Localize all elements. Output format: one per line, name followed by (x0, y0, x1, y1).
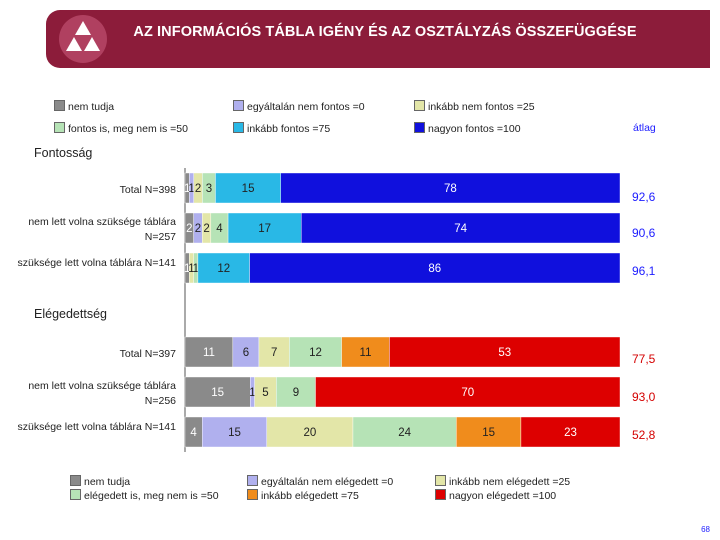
bar-label-1-0-5: 53 (498, 347, 511, 359)
bar-label-0-2-3: 1 (193, 263, 199, 275)
legend-swatch (247, 475, 258, 486)
bar-segment-1-0-5 (389, 336, 621, 368)
bar-label-0-0-3: 3 (206, 183, 212, 195)
bar-segment-0-2-4 (197, 252, 250, 284)
legend-top-nagyon-fontos: nagyon fontos =100 (414, 122, 521, 135)
bar-label-0-1-0: 2 (186, 223, 192, 235)
row-label-fontossag-total: Total N=398 (119, 184, 176, 196)
bar-label-1-0-2: 7 (271, 347, 277, 359)
legend-swatch (70, 475, 81, 486)
bar-segment-1-0-1 (232, 336, 260, 368)
bar-segment-1-2-2 (266, 416, 354, 448)
bar-label-1-0-1: 6 (243, 347, 249, 359)
bar-label-1-0-0: 11 (203, 347, 215, 359)
bar-segment-0-1-4 (227, 212, 302, 244)
legend-bottom-elegedett-is: elégedett is, meg nem is =50 (70, 489, 219, 502)
bar-segment-0-1-5 (301, 212, 621, 244)
bar-label-0-1-3: 4 (216, 223, 223, 235)
bar-label-0-0-1: 1 (188, 183, 194, 195)
legend-swatch (435, 489, 446, 500)
section-title-elegedettseg: Elégedettség (34, 307, 107, 321)
legend-swatch (54, 100, 65, 111)
legend-swatch (414, 100, 425, 111)
legend-swatch (54, 122, 65, 133)
bar-label-0-0-5: 78 (444, 183, 457, 195)
row-label-elegedettseg-total: Total N=397 (119, 348, 176, 360)
row-label-elegedettseg-szukseges: szüksége lett volna táblára N=141 (17, 421, 176, 433)
page-number: 68 (701, 525, 710, 534)
legend-swatch (414, 122, 425, 133)
average-column-label: átlag (633, 122, 656, 134)
bar-label-0-1-2: 2 (203, 223, 209, 235)
bar-label-0-2-4: 12 (217, 263, 230, 275)
legend-top-inkabb-nem: inkább nem fontos =25 (414, 100, 535, 113)
legend-bottom-nem-tudja: nem tudja (70, 475, 130, 488)
bar-label-0-1-1: 2 (195, 223, 201, 235)
legend-top-egyaltalan: egyáltalán nem fontos =0 (233, 100, 365, 113)
avg-elegedettseg-szukseges: 52,8 (632, 428, 656, 442)
bar-label-0-0-0: 1 (184, 183, 190, 195)
legend-top-inkabb-fontos: inkább fontos =75 (233, 122, 330, 135)
legend-swatch (70, 489, 81, 500)
bar-segment-0-2-5 (249, 252, 621, 284)
bar-label-1-1-0: 15 (211, 387, 224, 399)
legend-swatch (435, 475, 446, 486)
legend-bottom-nagyon-elegedett: nagyon elégedett =100 (435, 489, 556, 502)
legend-bottom-inkabb-elegedett: inkább elégedett =75 (247, 489, 359, 502)
bar-label-1-2-4: 15 (482, 427, 495, 439)
legend-swatch (233, 122, 244, 133)
bar-segment-1-0-2 (258, 336, 290, 368)
bar-segment-0-0-5 (280, 172, 621, 204)
bar-segment-1-2-5 (520, 416, 621, 448)
bar-label-0-2-0: 1 (184, 263, 190, 275)
title-banner (46, 10, 710, 68)
bar-label-0-1-4: 17 (258, 223, 271, 235)
bar-segment-1-2-3 (352, 416, 457, 448)
legend-top-nem-tudja: nem tudja (54, 100, 114, 113)
row-label-elegedettseg-nem-lett: nem lett volna szüksége táblára N=256 (28, 380, 176, 407)
legend-bottom-inkabb-nem: inkább nem elégedett =25 (435, 475, 570, 488)
bar-segment-1-0-0 (184, 336, 234, 368)
legend-swatch (247, 489, 258, 500)
bar-segment-1-1-3 (276, 376, 316, 408)
bar-label-1-1-2: 5 (262, 387, 268, 399)
bar-label-0-0-4: 15 (242, 183, 255, 195)
avg-fontossag-nem-lett: 90,6 (632, 226, 656, 240)
bar-label-0-1-5: 74 (454, 223, 467, 235)
row-label-fontossag-szukseges: szüksége lett volna táblára N=141 (17, 257, 176, 269)
avg-elegedettseg-nem-lett: 93,0 (632, 390, 656, 404)
bar-label-0-2-5: 86 (428, 263, 441, 275)
bar-label-1-1-5: 70 (461, 387, 474, 399)
bar-label-1-0-3: 12 (309, 347, 322, 359)
bar-segment-1-2-1 (202, 416, 268, 448)
bar-segment-1-0-3 (289, 336, 342, 368)
bar-label-0-0-2: 2 (195, 183, 201, 195)
avg-fontossag-szukseges: 96,1 (632, 264, 656, 278)
bar-segment-0-0-4 (215, 172, 281, 204)
bar-segment-1-1-5 (315, 376, 621, 408)
bar-label-0-2-2: 1 (188, 263, 194, 275)
bar-label-1-2-1: 15 (228, 427, 241, 439)
bar-label-1-2-2: 20 (304, 427, 317, 439)
bar-segment-1-1-0 (184, 376, 251, 408)
legend-bottom-egyaltalan: egyáltalán nem elégedett =0 (247, 475, 393, 488)
bar-label-1-2-3: 24 (398, 427, 411, 439)
bar-label-1-1-1: 1 (249, 387, 255, 399)
page-title: AZ INFORMÁCIÓS TÁBLA IGÉNY ÉS AZ OSZTÁLY… (133, 24, 637, 40)
legend-top-fontos-is: fontos is, meg nem is =50 (54, 122, 188, 135)
row-label-fontossag-nem-lett: nem lett volna szüksége táblára N=257 (28, 216, 176, 243)
avg-fontossag-total: 92,6 (632, 190, 656, 204)
bar-label-1-2-5: 23 (564, 427, 577, 439)
bar-label-1-1-3: 9 (293, 387, 299, 399)
bar-label-1-2-0: 4 (190, 427, 197, 439)
bar-segment-1-2-4 (456, 416, 522, 448)
legend-swatch (233, 100, 244, 111)
section-title-fontossag: Fontosság (34, 146, 93, 160)
triforce-logo-icon (59, 15, 107, 63)
bar-label-1-0-4: 11 (360, 347, 372, 359)
avg-elegedettseg-total: 77,5 (632, 352, 656, 366)
